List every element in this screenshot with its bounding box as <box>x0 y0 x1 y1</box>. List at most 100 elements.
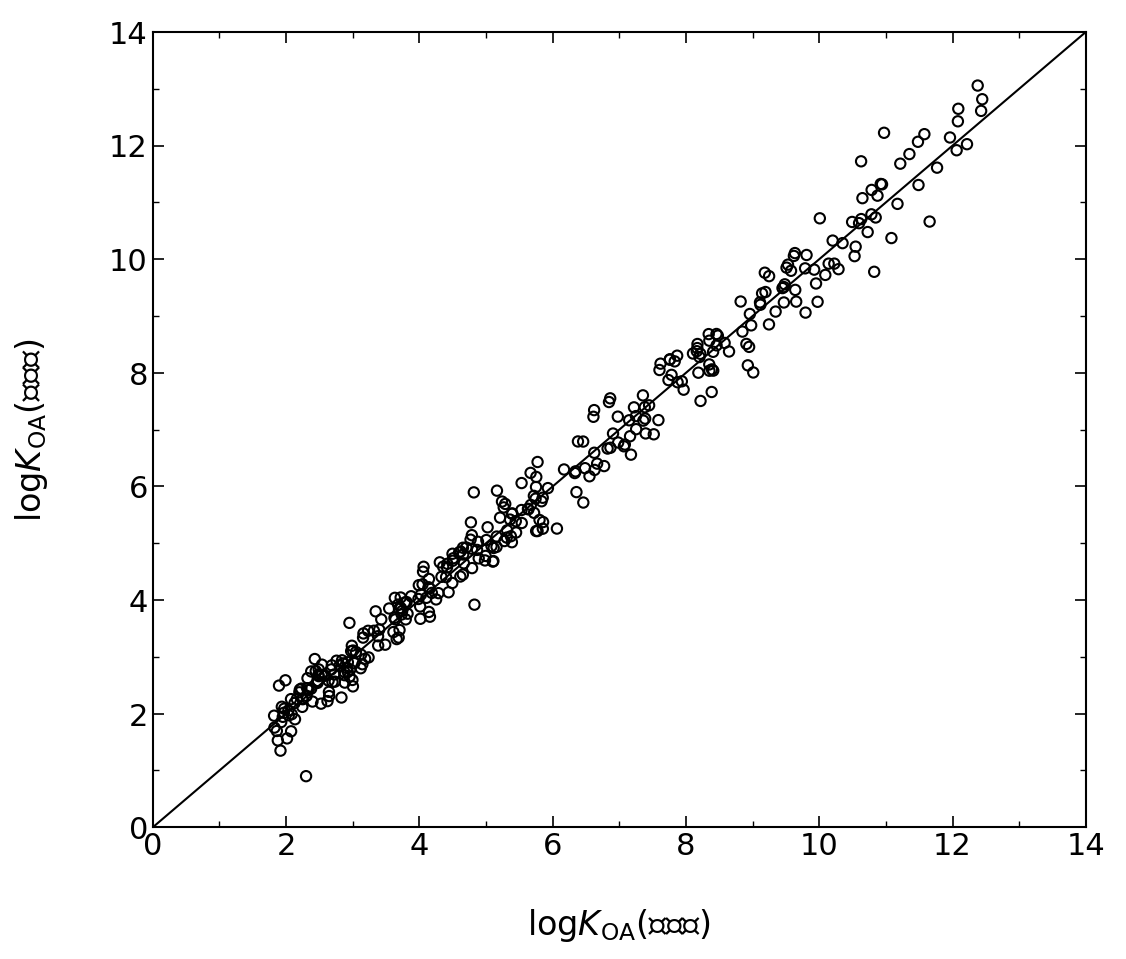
Point <box>704 363 722 379</box>
Point <box>494 500 512 515</box>
Point <box>340 616 358 631</box>
Point <box>843 215 861 230</box>
Point <box>288 691 306 707</box>
Point <box>411 611 429 626</box>
Point <box>577 460 595 476</box>
Point <box>601 391 619 407</box>
Point <box>420 572 438 587</box>
Point <box>390 597 408 613</box>
Point <box>414 559 432 574</box>
Point <box>498 523 516 538</box>
Point <box>463 541 481 556</box>
Point <box>413 576 431 592</box>
Point <box>387 632 405 647</box>
Point <box>421 609 439 624</box>
Point <box>569 434 587 450</box>
Point <box>703 362 721 377</box>
Point <box>297 689 315 704</box>
Point <box>652 356 670 371</box>
Point <box>396 612 414 627</box>
Point <box>455 556 473 572</box>
Point <box>476 553 494 569</box>
Point <box>665 354 683 369</box>
Point <box>418 590 436 605</box>
Point <box>278 731 296 746</box>
Point <box>609 435 627 451</box>
Point <box>968 79 986 94</box>
Point <box>495 533 513 549</box>
Point <box>586 445 604 460</box>
Point <box>291 682 309 697</box>
Point <box>369 629 387 644</box>
Point <box>465 485 483 501</box>
Point <box>588 456 606 472</box>
Point <box>830 262 848 277</box>
Point <box>463 527 481 543</box>
Point <box>347 644 365 660</box>
Point <box>282 691 300 707</box>
Point <box>310 668 328 684</box>
Point <box>498 530 516 546</box>
Point <box>437 570 455 585</box>
Point <box>534 490 552 505</box>
Point <box>310 667 328 683</box>
Point <box>661 352 679 367</box>
Point <box>462 532 480 548</box>
Point <box>298 681 316 696</box>
Point <box>339 655 357 670</box>
Point <box>423 585 441 600</box>
Point <box>910 177 928 193</box>
Point <box>581 469 599 484</box>
Point <box>700 357 718 372</box>
Point <box>343 643 361 658</box>
Point <box>625 400 643 415</box>
Point <box>634 413 652 429</box>
Point <box>293 681 311 696</box>
Point <box>399 606 417 621</box>
Point <box>797 247 815 263</box>
Point <box>503 535 521 550</box>
Point <box>336 675 354 690</box>
Point <box>742 318 760 334</box>
Point <box>852 153 870 169</box>
Point <box>373 612 391 627</box>
Point <box>302 681 320 696</box>
Point <box>325 674 343 690</box>
Point <box>892 156 910 172</box>
Point <box>454 540 472 555</box>
Point <box>309 673 327 689</box>
Point <box>507 525 525 540</box>
Point <box>488 539 506 554</box>
Point <box>297 768 315 784</box>
Point <box>645 427 663 442</box>
Point <box>636 400 654 415</box>
Point <box>271 743 289 759</box>
Point <box>888 197 906 212</box>
Point <box>774 281 792 296</box>
Point <box>484 541 502 556</box>
Point <box>674 383 692 398</box>
Point <box>266 720 284 736</box>
Point <box>444 575 462 591</box>
Point <box>322 662 340 677</box>
Point <box>867 210 885 225</box>
Point <box>370 622 388 638</box>
Point <box>852 212 870 227</box>
Point <box>539 480 557 496</box>
Point <box>707 326 725 341</box>
Point <box>269 733 287 748</box>
Point <box>833 236 851 251</box>
Point <box>313 657 331 672</box>
Point <box>338 661 356 676</box>
Point <box>691 346 709 362</box>
Point <box>343 672 361 688</box>
Point <box>463 561 481 576</box>
Point <box>369 638 387 653</box>
Point <box>454 567 472 582</box>
Point <box>429 586 447 601</box>
Point <box>627 409 645 424</box>
Point <box>700 363 718 379</box>
Point <box>493 494 511 509</box>
Point <box>622 447 640 462</box>
Point <box>949 102 967 117</box>
